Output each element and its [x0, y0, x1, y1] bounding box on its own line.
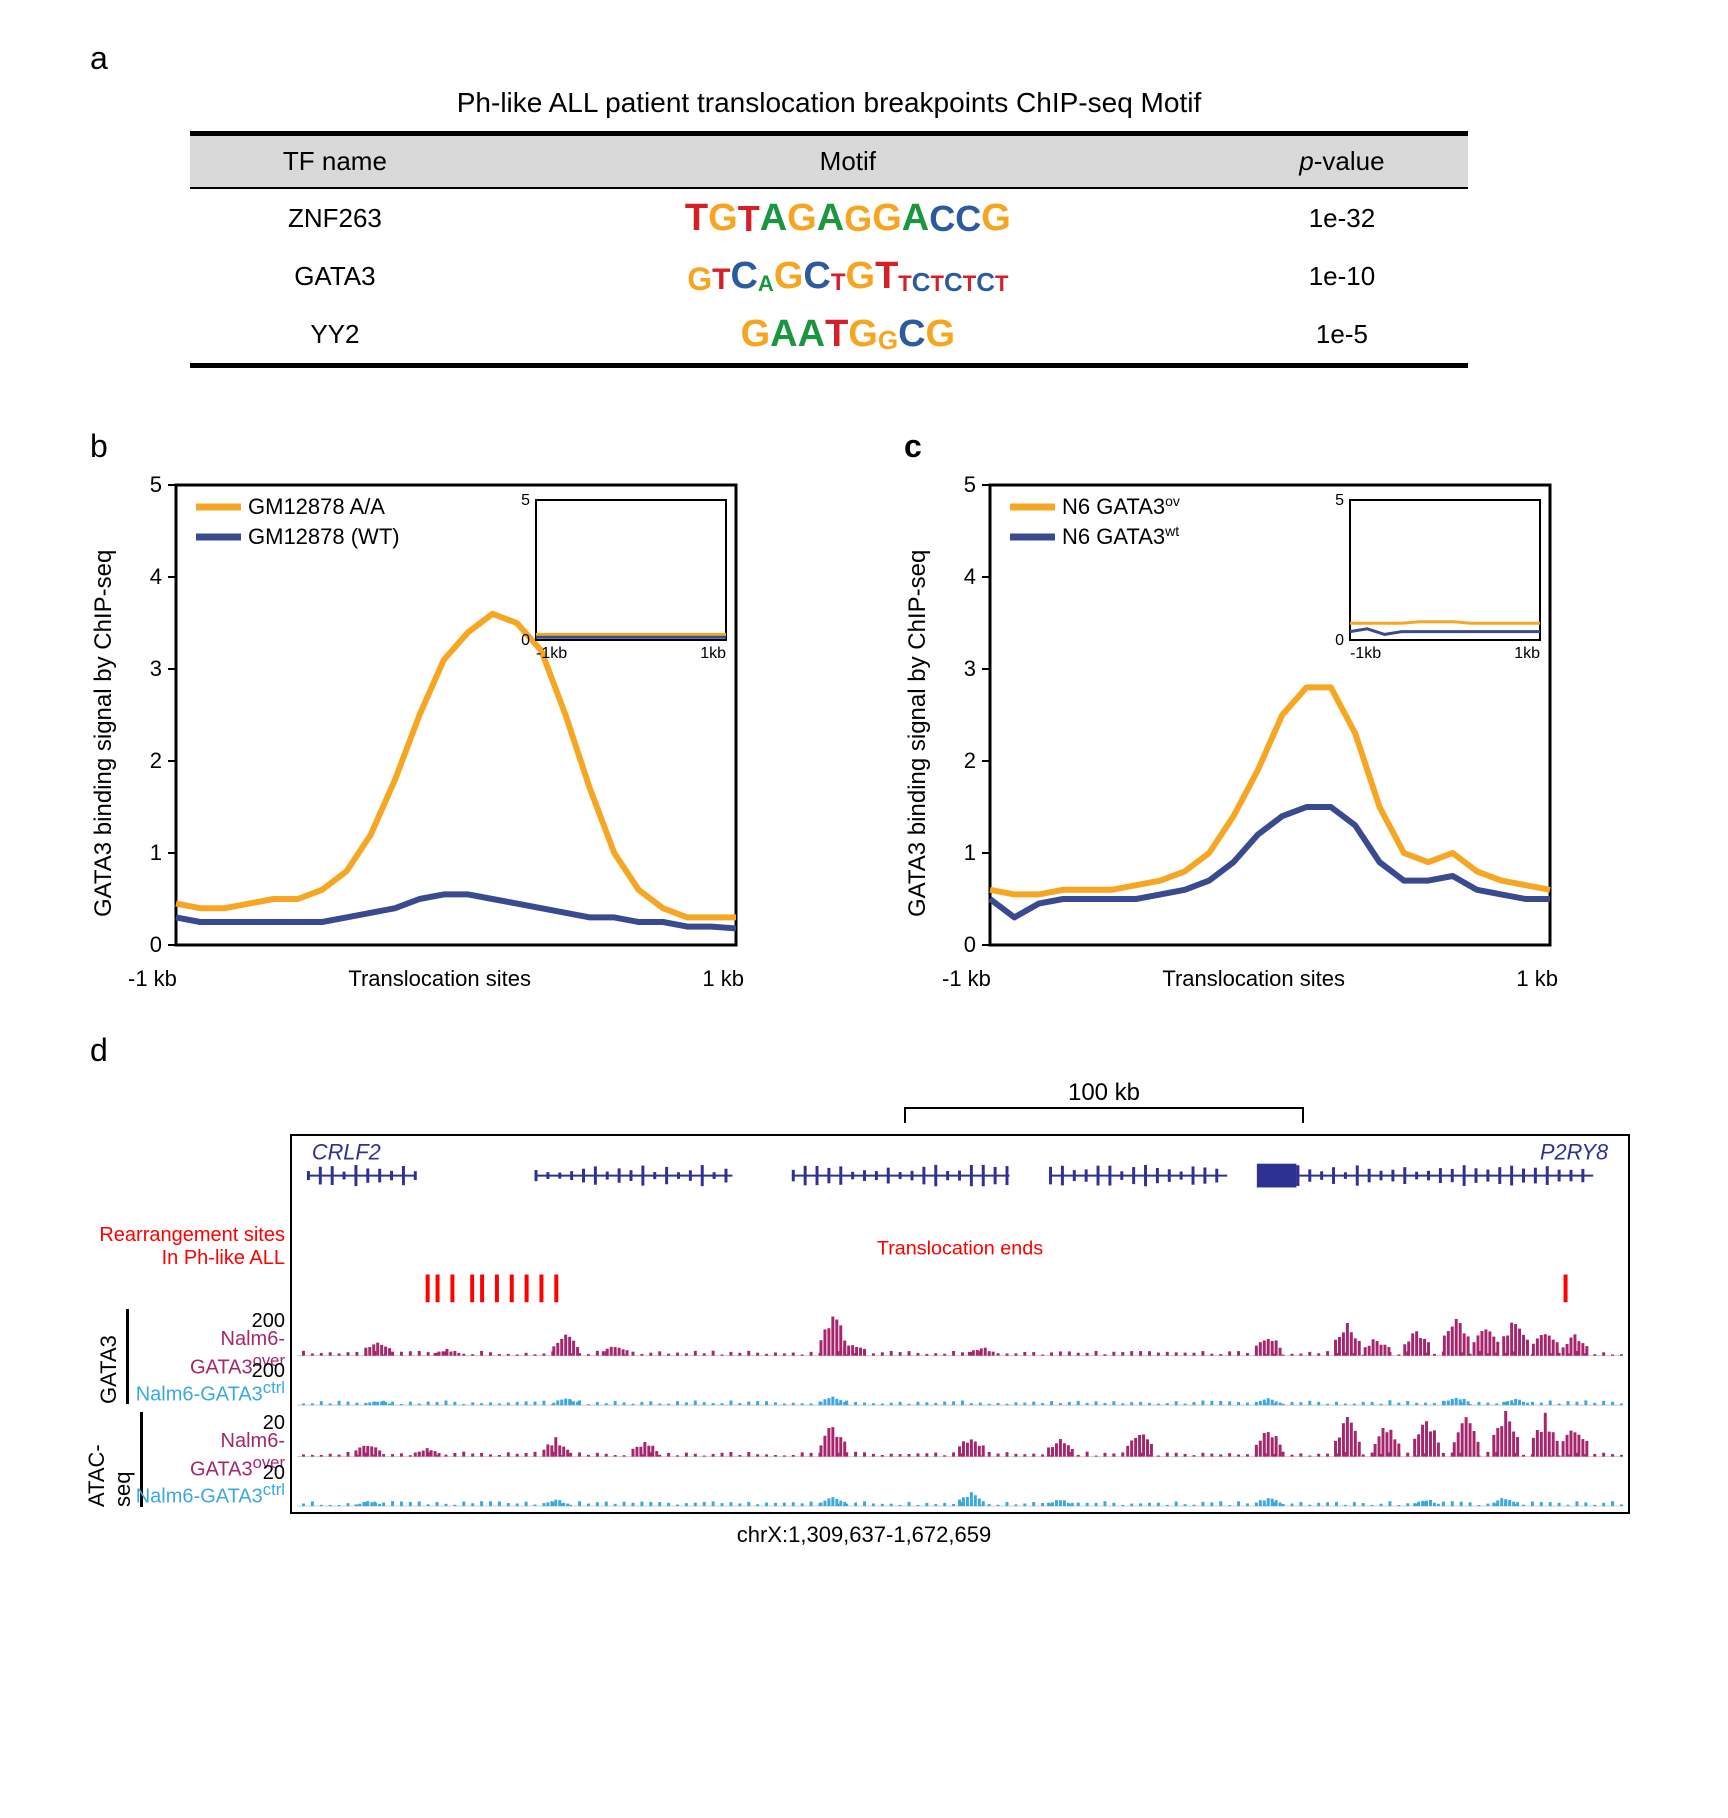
- svg-text:-1kb: -1kb: [536, 645, 567, 662]
- panel-b-label: b: [90, 428, 824, 465]
- panel-d-label: d: [90, 1032, 1638, 1069]
- svg-text:-1kb: -1kb: [1350, 645, 1381, 662]
- svg-text:4: 4: [964, 564, 976, 589]
- gata3-group-label: GATA3: [96, 1309, 129, 1404]
- col-pvalue: p-value: [1216, 134, 1468, 189]
- motif-table: TF name Motif p-value ZNF263TGTAGAGGACCG…: [190, 131, 1468, 368]
- p-value: 1e-5: [1216, 305, 1468, 366]
- svg-text:3: 3: [150, 656, 162, 681]
- panel-c-ylabel: GATA3 binding signal by ChIP-seq: [904, 475, 932, 992]
- track-ymax: 200: [250, 1310, 285, 1333]
- panel-c: c GATA3 binding signal by ChIP-seq 0 1 2 3 4…: [904, 428, 1638, 992]
- track-ymax: 20: [250, 1412, 285, 1435]
- motif-logo: GAATGGCG: [480, 305, 1216, 366]
- track-ymax: 200: [250, 1360, 285, 1383]
- panel-c-label: c: [904, 428, 1638, 465]
- svg-text:0: 0: [1335, 632, 1344, 649]
- p-value: 1e-32: [1216, 188, 1468, 247]
- tf-name: YY2: [190, 305, 480, 366]
- svg-text:0: 0: [964, 932, 976, 955]
- tf-name: ZNF263: [190, 188, 480, 247]
- svg-text:5: 5: [150, 475, 162, 497]
- svg-text:1kb: 1kb: [700, 645, 726, 662]
- svg-text:GM12878 (WT): GM12878 (WT): [248, 524, 400, 549]
- svg-text:2: 2: [150, 748, 162, 773]
- svg-text:0: 0: [521, 632, 530, 649]
- col-tf: TF name: [190, 134, 480, 189]
- panels-b-c-row: b GATA3 binding signal by ChIP-seq 0 1 2 3 4…: [90, 428, 1638, 992]
- panel-b: b GATA3 binding signal by ChIP-seq 0 1 2 3 4…: [90, 428, 824, 992]
- svg-text:4: 4: [150, 564, 162, 589]
- panel-d: d 100 kb Rearrangement sites In Ph-like …: [90, 1032, 1638, 1548]
- panel-a-label: a: [90, 40, 1638, 77]
- panel-a: a Ph-like ALL patient translocation brea…: [90, 40, 1638, 368]
- svg-text:GM12878 A/A: GM12878 A/A: [248, 494, 385, 519]
- rearr-label: Rearrangement sites In Ph-like ALL: [90, 1224, 285, 1270]
- browser-tracks-svg: CRLF2 P2RY8 Translocation ends: [292, 1136, 1628, 1512]
- motif-logo: TGTAGAGGACCG: [480, 188, 1216, 247]
- panel-b-chart: 0 1 2 3 4 5 GM12878 A/A GM12878 (WT) 0 5 -1kb 1kb: [126, 475, 746, 955]
- svg-text:1kb: 1kb: [1514, 645, 1540, 662]
- col-motif: Motif: [480, 134, 1216, 189]
- panel-c-xaxis: -1 kb Translocation sites 1 kb: [940, 966, 1560, 992]
- svg-text:Translocation ends: Translocation ends: [877, 1238, 1043, 1260]
- svg-text:3: 3: [964, 656, 976, 681]
- panel-c-chart: 0 1 2 3 4 5 N6 GATA3ov N6 GATA3wt 0 5 -1kb 1kb: [940, 475, 1560, 955]
- scale-bar: 100 kb: [570, 1079, 1638, 1126]
- svg-text:2: 2: [964, 748, 976, 773]
- svg-text:N6 GATA3wt: N6 GATA3wt: [1062, 523, 1179, 549]
- table-title: Ph-like ALL patient translocation breakp…: [190, 87, 1468, 119]
- panel-b-xaxis: -1 kb Translocation sites 1 kb: [126, 966, 746, 992]
- motif-logo: GTCAGCTGTTCTCTCT: [480, 247, 1216, 305]
- svg-text:5: 5: [521, 492, 530, 509]
- panel-b-ylabel: GATA3 binding signal by ChIP-seq: [90, 475, 118, 992]
- genome-browser: CRLF2 P2RY8 Translocation ends: [290, 1134, 1630, 1514]
- svg-text:5: 5: [964, 475, 976, 497]
- svg-text:5: 5: [1335, 492, 1344, 509]
- svg-text:P2RY8: P2RY8: [1540, 1140, 1608, 1165]
- p-value: 1e-10: [1216, 247, 1468, 305]
- svg-text:1: 1: [964, 840, 976, 865]
- svg-text:CRLF2: CRLF2: [312, 1140, 381, 1165]
- svg-text:0: 0: [150, 932, 162, 955]
- track-ymax: 20: [250, 1462, 285, 1485]
- svg-text:1: 1: [150, 840, 162, 865]
- svg-text:N6 GATA3ov: N6 GATA3ov: [1062, 493, 1180, 519]
- tf-name: GATA3: [190, 247, 480, 305]
- coord-label: chrX:1,309,637-1,672,659: [90, 1522, 1638, 1548]
